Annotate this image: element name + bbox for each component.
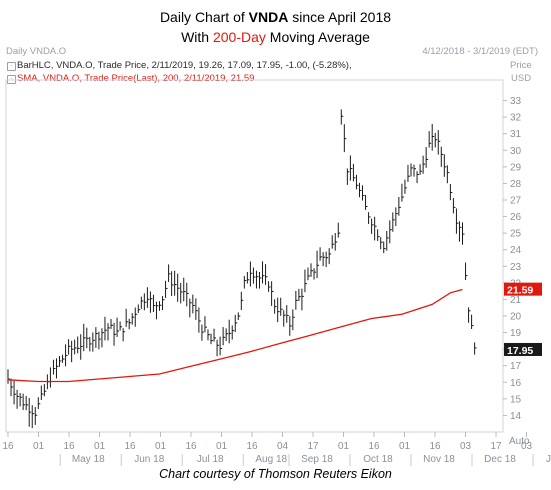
y-tick-label: 23 xyxy=(510,262,522,273)
y-tick-label: 25 xyxy=(510,229,522,240)
x-day-label: 16 xyxy=(185,441,197,452)
y-tick-label: 20 xyxy=(510,312,522,323)
sma-last-value-tag-bg xyxy=(504,282,542,296)
chart-symbol-header: Daily VNDA.O xyxy=(6,46,67,57)
x-day-label: 01 xyxy=(216,441,228,452)
price-last-value-tag: 17.95 xyxy=(507,345,533,357)
chart-title-line2: With 200-Day Moving Average xyxy=(181,29,370,45)
y-tick-label: 30 xyxy=(510,146,522,157)
x-month-label: Sep 18 xyxy=(301,454,333,465)
y-scale-mode-label: Auto xyxy=(509,436,530,447)
x-month-label: Oct 18 xyxy=(363,454,393,465)
x-day-label: 16 xyxy=(429,441,441,452)
y-tick-label: 28 xyxy=(510,179,522,190)
chart-date-range: 4/12/2018 - 3/1/2019 (EDT) xyxy=(422,46,538,57)
x-day-label: 04 xyxy=(277,441,289,452)
price-axis-title: Price xyxy=(510,60,532,71)
plot-frame xyxy=(5,79,504,433)
x-day-label: 01 xyxy=(399,441,411,452)
x-day-label: 16 xyxy=(2,441,14,452)
y-tick-label: 27 xyxy=(510,196,522,207)
x-day-label: 03 xyxy=(521,441,533,452)
x-month-label: Jan 19 xyxy=(546,454,551,465)
x-month-label: Dec 18 xyxy=(484,454,516,465)
x-month-label: Jul 18 xyxy=(197,454,224,465)
x-day-label: 01 xyxy=(33,441,45,452)
currency-axis-title: USD xyxy=(511,73,532,84)
x-day-label: 16 xyxy=(368,441,380,452)
sma-last-value-tag: 21.59 xyxy=(507,285,533,297)
x-day-label: 01 xyxy=(94,441,106,452)
y-tick-label: 17 xyxy=(510,361,522,372)
x-day-label: 17 xyxy=(490,441,502,452)
x-day-label: 01 xyxy=(155,441,167,452)
price-chart[interactable]: 1415161718192021222324252627282930313233… xyxy=(0,0,551,470)
y-tick-label: 26 xyxy=(510,212,522,223)
y-tick-label: 14 xyxy=(510,411,522,422)
y-tick-label: 29 xyxy=(510,162,522,173)
x-day-label: 16 xyxy=(124,441,136,452)
x-day-label: 16 xyxy=(63,441,75,452)
x-month-label: May 18 xyxy=(72,454,105,465)
legend-price-text: BarHLC, VNDA.O, Trade Price, 2/11/2019, … xyxy=(17,60,352,71)
sma-line xyxy=(7,288,463,383)
x-day-label: 01 xyxy=(338,441,350,452)
x-day-label: 03 xyxy=(460,441,472,452)
price-last-value-tag-bg xyxy=(504,342,542,356)
x-day-label: 16 xyxy=(246,441,258,452)
y-tick-label: 32 xyxy=(510,113,522,124)
y-tick-label: 21 xyxy=(510,295,522,306)
chart-title-line1: Daily Chart of VNDA since April 2018 xyxy=(159,9,392,25)
y-tick-label: 31 xyxy=(510,129,522,140)
y-tick-label: 24 xyxy=(510,245,522,256)
y-tick-label: 33 xyxy=(510,96,522,107)
x-month-label: Aug 18 xyxy=(255,454,287,465)
y-tick-label: 16 xyxy=(510,378,522,389)
y-tick-label: 15 xyxy=(510,394,522,405)
legend-price-bars[interactable]: - BarHLC, VNDA.O, Trade Price, 2/11/2019,… xyxy=(7,60,352,71)
x-month-label: Nov 18 xyxy=(423,454,455,465)
y-tick-label: 19 xyxy=(510,328,522,339)
legend-toggle-icon[interactable]: - xyxy=(7,62,16,71)
chart-credit: Chart courtesy of Thomson Reuters Eikon xyxy=(159,467,392,481)
legend-sma-text: SMA, VNDA.O, Trade Price(Last), 200, 2/1… xyxy=(17,73,255,84)
x-month-label: Jun 18 xyxy=(134,454,164,465)
x-day-label: 17 xyxy=(307,441,319,452)
